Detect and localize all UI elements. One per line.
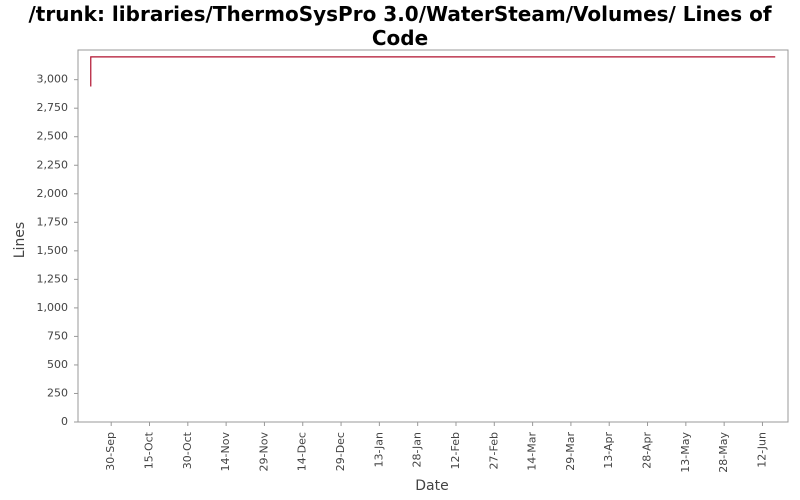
y-tick-label: 750 xyxy=(47,329,68,342)
y-tick-label: 2,000 xyxy=(37,187,69,200)
y-tick-label: 500 xyxy=(47,358,68,371)
plot-area xyxy=(77,49,789,423)
x-tick-label: 13-Jan xyxy=(372,432,385,468)
x-tick-label: 27-Feb xyxy=(487,432,500,469)
title-box: /trunk: libraries/ThermoSysPro 3.0/Water… xyxy=(0,2,800,50)
y-tick-label: 0 xyxy=(61,415,68,428)
x-tick-label: 14-Nov xyxy=(219,432,232,472)
y-tick-label: 1,750 xyxy=(37,215,69,228)
x-tick-label: 28-Jan xyxy=(411,432,424,468)
x-tick-label: 12-Feb xyxy=(449,432,462,469)
x-tick-label: 29-Dec xyxy=(334,432,347,471)
y-tick-label: 1,500 xyxy=(37,244,69,257)
x-tick-label: 30-Sep xyxy=(104,432,117,471)
x-tick-label: 13-May xyxy=(679,432,692,473)
x-tick-label: 15-Oct xyxy=(143,431,156,469)
y-tick-label: 2,500 xyxy=(37,130,69,143)
x-tick-label: 14-Dec xyxy=(296,432,309,471)
y-tick-label: 1,000 xyxy=(37,301,69,314)
y-tick-label: 250 xyxy=(47,386,68,399)
x-tick-label: 28-Apr xyxy=(641,432,654,469)
x-axis-label: Date xyxy=(415,478,448,494)
chart-title: /trunk: libraries/ThermoSysPro 3.0/Water… xyxy=(28,2,772,50)
y-tick-label: 2,250 xyxy=(37,158,69,171)
y-tick-label: 1,250 xyxy=(37,272,69,285)
x-tick-label: 13-Apr xyxy=(602,432,615,469)
y-axis-label: Lines xyxy=(12,222,28,258)
x-tick-label: 12-Jun xyxy=(755,432,768,468)
x-tick-label: 28-May xyxy=(717,432,730,473)
line xyxy=(90,56,776,87)
x-tick-label: 14-Mar xyxy=(526,432,539,471)
x-tick-label: 29-Mar xyxy=(564,432,577,471)
y-tick-label: 2,750 xyxy=(37,101,69,114)
x-tick-label: 29-Nov xyxy=(257,432,270,472)
y-tick-label: 3,000 xyxy=(37,73,69,86)
x-tick-label: 30-Oct xyxy=(181,431,194,469)
